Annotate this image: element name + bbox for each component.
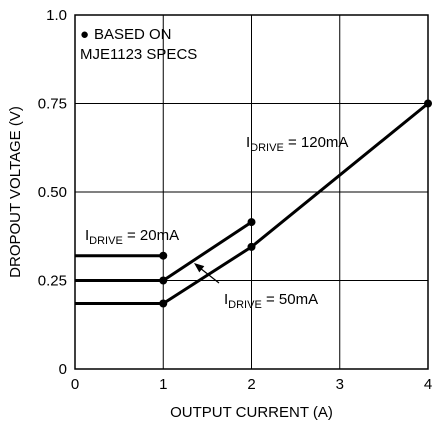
series-label-20ma: IDRIVE = 20mA: [85, 227, 179, 247]
data-point-1-2: [247, 218, 256, 227]
y-axis-title: DROPOUT VOLTAGE (V): [7, 106, 24, 278]
series-label-50ma-arrowhead: [194, 263, 205, 273]
series-label-50ma-leader: [199, 267, 220, 284]
note-bullet: ●: [80, 26, 89, 43]
x-axis-title: OUTPUT CURRENT (A): [170, 404, 333, 421]
grid: [75, 15, 428, 369]
series-labels: IDRIVE = 20mA IDRIVE = 50mA IDRIVE = 120…: [85, 134, 348, 311]
series-label-120ma: IDRIVE = 120mA: [246, 134, 348, 154]
y-tick-label: 0.75: [38, 96, 67, 113]
data-point-2-1: [159, 299, 168, 308]
note-line-1: BASED ON: [94, 26, 172, 43]
y-tick-label: 0: [59, 361, 67, 378]
plot-frame: [74, 14, 429, 370]
x-tick-label: 0: [71, 376, 79, 393]
tick-labels: 0 1 2 3 4 0 0.25 0.50 0.75 1.0: [38, 7, 432, 393]
data-point-0-1: [159, 251, 168, 260]
y-tick-label: 0.25: [38, 273, 67, 290]
data-point-1-1: [159, 276, 168, 285]
x-tick-label: 4: [424, 376, 432, 393]
x-tick-label: 2: [247, 376, 255, 393]
series-label-50ma: IDRIVE = 50mA: [224, 291, 318, 311]
specs-note: ● BASED ON MJE1123 SPECS: [80, 26, 197, 63]
x-tick-label: 3: [336, 376, 344, 393]
data-point-2-2: [247, 242, 256, 251]
y-tick-label: 1.0: [46, 7, 67, 24]
series-line-2: [75, 102, 429, 306]
data-markers: [159, 99, 432, 308]
y-tick-label: 0.50: [38, 184, 67, 201]
x-tick-label: 1: [159, 376, 167, 393]
note-line-2: MJE1123 SPECS: [80, 46, 197, 63]
